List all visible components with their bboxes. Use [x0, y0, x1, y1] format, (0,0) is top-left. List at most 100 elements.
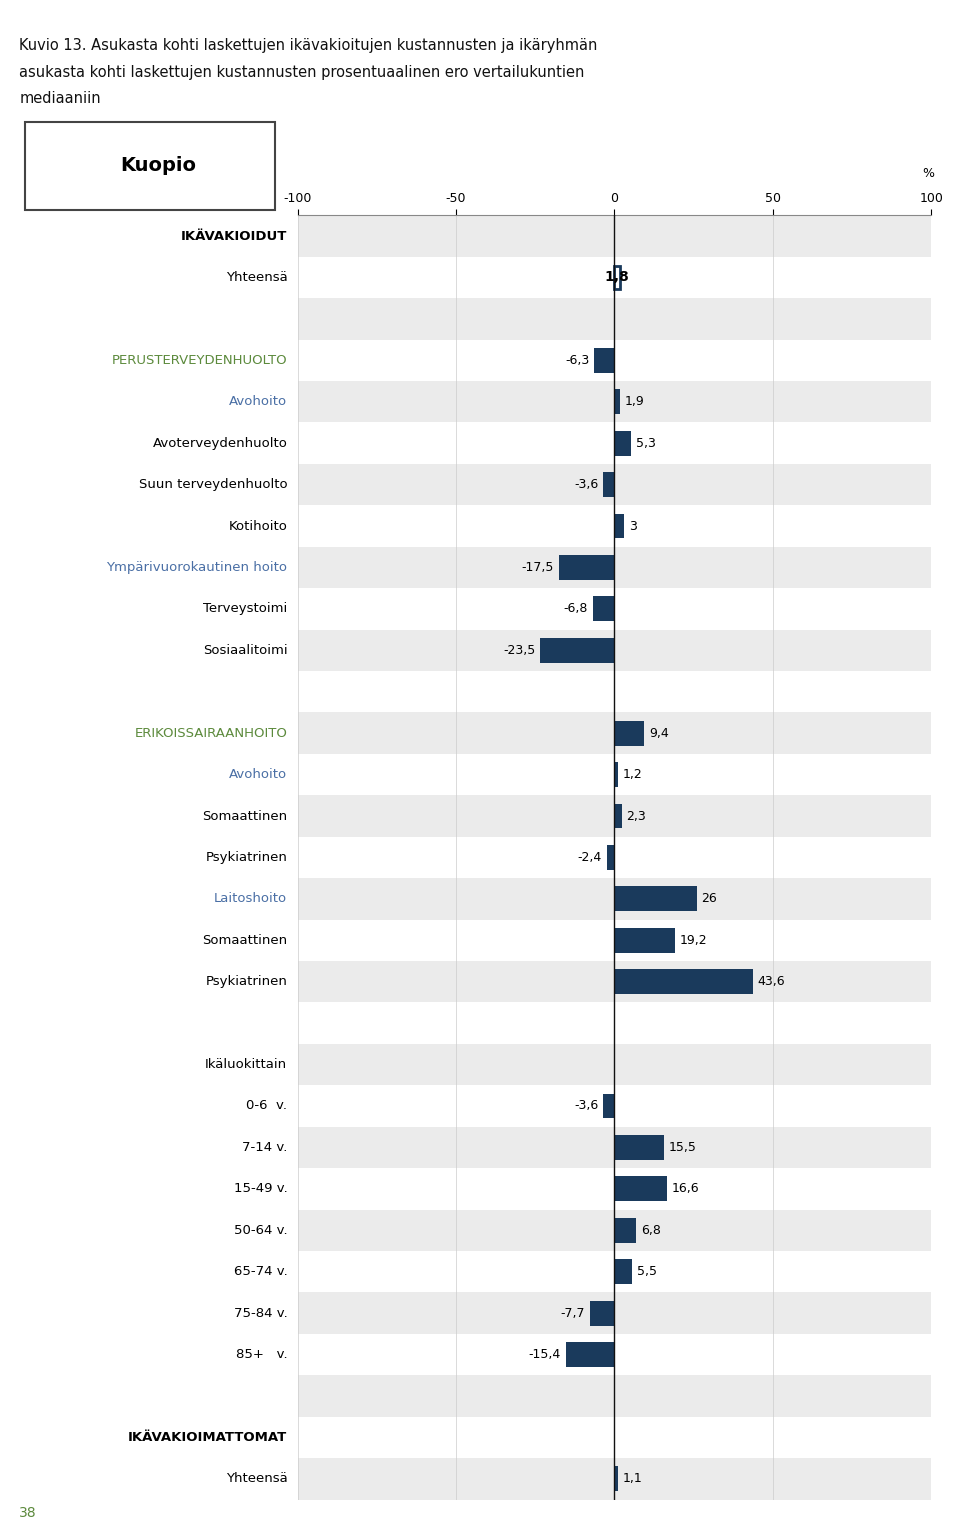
Bar [614, 1218, 636, 1243]
Text: 43,6: 43,6 [757, 975, 785, 989]
Text: -15,4: -15,4 [529, 1347, 561, 1361]
Bar [298, 712, 931, 754]
Bar [614, 886, 697, 912]
Text: -3,6: -3,6 [574, 478, 598, 491]
Text: -3,6: -3,6 [574, 1100, 598, 1112]
Bar [614, 266, 620, 289]
Text: mediaaniin: mediaaniin [19, 91, 101, 106]
Text: 5,5: 5,5 [636, 1266, 657, 1278]
Text: 5,3: 5,3 [636, 437, 656, 449]
Text: asukasta kohti laskettujen kustannusten prosentuaalinen ero vertailukuntien: asukasta kohti laskettujen kustannusten … [19, 65, 585, 80]
Bar [614, 1135, 663, 1160]
Text: Laitoshoito: Laitoshoito [214, 892, 287, 906]
Text: -23,5: -23,5 [503, 644, 536, 657]
Text: 16,6: 16,6 [672, 1183, 700, 1195]
Bar [298, 546, 931, 588]
Bar [298, 506, 931, 546]
Text: Yhteensä: Yhteensä [226, 271, 287, 285]
Text: IKÄVAKIOIMATTOMAT: IKÄVAKIOIMATTOMAT [128, 1430, 287, 1444]
Text: IKÄVAKIOIDUT: IKÄVAKIOIDUT [180, 229, 287, 243]
Bar [298, 1250, 931, 1292]
Bar [298, 1292, 931, 1333]
Bar [603, 472, 614, 497]
Bar [614, 1260, 632, 1284]
Text: 1,8: 1,8 [605, 271, 630, 285]
Bar [298, 423, 931, 464]
Text: 1,2: 1,2 [623, 767, 642, 781]
Bar [298, 381, 931, 423]
Text: -6,8: -6,8 [564, 603, 588, 615]
Bar [614, 763, 618, 787]
Bar [614, 431, 631, 455]
Bar [614, 969, 753, 994]
Text: Kuvio 13. Asukasta kohti laskettujen ikävakioitujen kustannusten ja ikäryhmän: Kuvio 13. Asukasta kohti laskettujen ikä… [19, 38, 597, 54]
Bar [614, 721, 644, 746]
Text: Avohoito: Avohoito [229, 767, 287, 781]
Bar [298, 920, 931, 961]
Bar [559, 555, 614, 580]
Text: 15,5: 15,5 [668, 1141, 696, 1154]
Bar [298, 1044, 931, 1086]
Bar [298, 1127, 931, 1169]
Bar [298, 629, 931, 671]
Text: 0-6  v.: 0-6 v. [247, 1100, 287, 1112]
Bar [603, 1094, 614, 1118]
Text: Suun terveydenhuolto: Suun terveydenhuolto [138, 478, 287, 491]
Bar [614, 927, 675, 952]
Text: Kotihoito: Kotihoito [228, 520, 287, 532]
Text: 6,8: 6,8 [640, 1224, 660, 1237]
Text: Yhteensä: Yhteensä [226, 1472, 287, 1486]
Bar [298, 1375, 931, 1416]
Bar [298, 837, 931, 878]
Text: Avoterveydenhuolto: Avoterveydenhuolto [153, 437, 287, 449]
FancyBboxPatch shape [25, 123, 276, 211]
Bar [298, 1458, 931, 1500]
Text: Terveystoimi: Terveystoimi [204, 603, 287, 615]
Bar [298, 878, 931, 920]
Text: 50-64 v.: 50-64 v. [233, 1224, 287, 1237]
Text: 1,9: 1,9 [625, 395, 645, 408]
Bar [614, 389, 620, 414]
Text: Avohoito: Avohoito [229, 395, 287, 408]
Bar [298, 588, 931, 629]
Text: 7-14 v.: 7-14 v. [242, 1141, 287, 1154]
Bar [614, 1177, 667, 1201]
Text: ERIKOISSAIRAANHOITO: ERIKOISSAIRAANHOITO [134, 726, 287, 740]
Text: Ympärivuorokautinen hoito: Ympärivuorokautinen hoito [107, 561, 287, 574]
Bar [298, 340, 931, 381]
Text: -6,3: -6,3 [565, 354, 589, 368]
Bar [593, 597, 614, 621]
Text: -7,7: -7,7 [561, 1307, 586, 1320]
Text: 26: 26 [702, 892, 717, 906]
Text: Kuopio: Kuopio [120, 155, 197, 175]
Text: 38: 38 [19, 1506, 36, 1520]
Text: Psykiatrinen: Psykiatrinen [205, 975, 287, 989]
Bar [298, 1003, 931, 1044]
Bar [298, 1086, 931, 1127]
Bar [614, 514, 624, 538]
Bar [614, 1466, 618, 1492]
Text: Somaattinen: Somaattinen [203, 809, 287, 823]
Text: Somaattinen: Somaattinen [203, 934, 287, 947]
Text: 19,2: 19,2 [680, 934, 708, 947]
Bar [298, 215, 931, 257]
Bar [298, 257, 931, 298]
Bar [298, 754, 931, 795]
Text: -2,4: -2,4 [578, 851, 602, 864]
Text: 85+   v.: 85+ v. [236, 1347, 287, 1361]
Bar [298, 1333, 931, 1375]
Text: 9,4: 9,4 [649, 726, 669, 740]
Text: 1,1: 1,1 [623, 1472, 642, 1486]
Bar [298, 671, 931, 712]
Text: 65-74 v.: 65-74 v. [233, 1266, 287, 1278]
Bar [298, 795, 931, 837]
Text: %: % [923, 168, 934, 180]
Text: PERUSTERVEYDENHUOLTO: PERUSTERVEYDENHUOLTO [111, 354, 287, 368]
Bar [540, 638, 614, 663]
Bar [298, 1209, 931, 1250]
Text: Sosiaalitoimi: Sosiaalitoimi [203, 644, 287, 657]
Text: 75-84 v.: 75-84 v. [233, 1307, 287, 1320]
Bar [298, 298, 931, 340]
Bar [614, 803, 622, 829]
Bar [607, 844, 614, 871]
